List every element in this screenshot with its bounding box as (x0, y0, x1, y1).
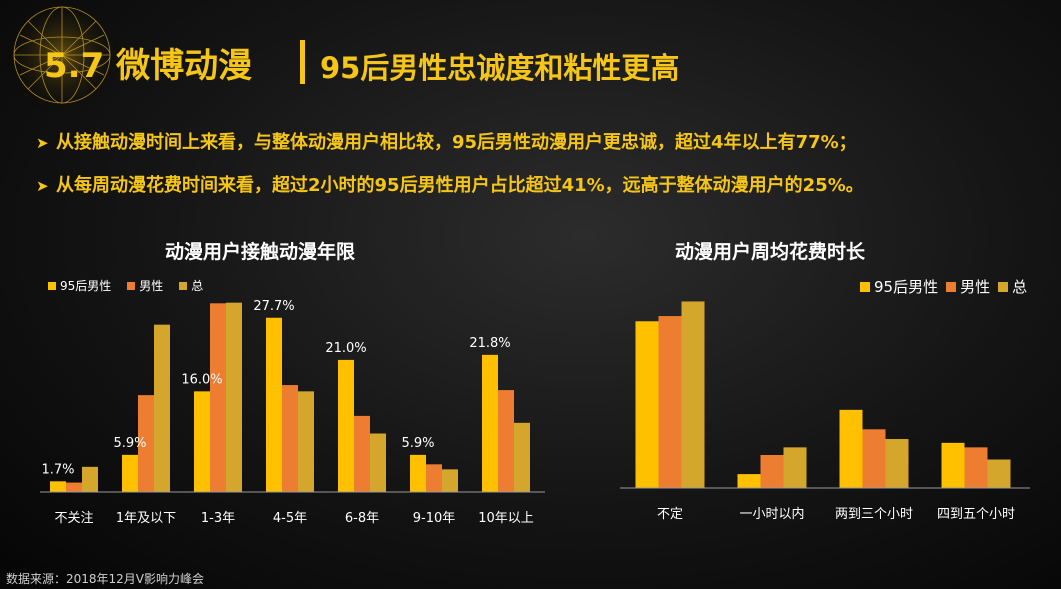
legend-label: 男性 (139, 279, 164, 293)
x-tick-label: 1-3年 (201, 511, 235, 526)
bar (410, 454, 426, 492)
legend-swatch (48, 281, 56, 290)
bar (354, 415, 370, 492)
bar (941, 442, 965, 488)
chart-title-years: 动漫用户接触动漫年限 (165, 241, 356, 263)
bar (442, 469, 458, 492)
data-label: 16.0% (181, 372, 222, 387)
bullet-arrow-icon: ➤ (36, 134, 49, 152)
page-title: 95后男性忠诚度和粘性更高 (320, 51, 680, 85)
legend-swatch (127, 281, 136, 290)
legend-swatch (860, 281, 870, 292)
x-tick-label: 两到三个小时 (835, 507, 913, 522)
bar (514, 422, 530, 492)
legend-item: 95后男性 (860, 276, 938, 297)
x-tick-label: 4-5年 (273, 511, 307, 526)
bar (498, 390, 514, 492)
bar (885, 439, 909, 488)
bullet-item: ➤ 从每周动漫花费时间来看，超过2小时的95后男性用户占比超过41%，远高于整体动… (36, 171, 864, 197)
bar (266, 317, 282, 492)
x-tick-label: 9-10年 (413, 511, 456, 526)
bar (964, 447, 988, 488)
data-label: 1.7% (41, 462, 74, 477)
data-label: 21.0% (325, 341, 366, 356)
x-tick-label: 一小时以内 (739, 506, 804, 522)
legend-label: 95后男性 (60, 279, 112, 293)
bar (783, 447, 807, 488)
bar (635, 321, 659, 488)
bar (658, 316, 682, 488)
globe-logo-icon (2, 0, 122, 115)
bar (50, 481, 66, 492)
bar (338, 359, 354, 492)
bar (681, 301, 705, 488)
legend-item: 男性 (127, 277, 163, 294)
legend-item: 男性 (946, 276, 990, 297)
bar (839, 409, 863, 488)
bar (226, 302, 242, 492)
bar (737, 474, 761, 488)
bar (210, 303, 226, 492)
bar (66, 482, 82, 492)
x-tick-label: 1年及以下 (116, 511, 176, 526)
x-tick-label: 6-8年 (345, 511, 379, 526)
bar (138, 395, 154, 492)
bar (426, 464, 442, 492)
x-tick-label: 不定 (657, 507, 683, 522)
legend-years: 95后男性 男性 总 (48, 277, 219, 294)
legend-item: 总 (179, 277, 203, 294)
legend-label: 总 (191, 279, 204, 293)
x-tick-label: 四到五个小时 (937, 507, 1015, 522)
bullet-item: ➤ 从接触动漫时间上来看，与整体动漫用户相比较，95后男性动漫用户更忠诚，超过4年… (36, 128, 857, 154)
legend-weekly: 95后男性 男性 总 (860, 276, 1035, 297)
bar (482, 354, 498, 492)
section-title: 5.7 微博动漫 (44, 46, 253, 86)
bar (82, 466, 98, 492)
data-label: 27.7% (253, 299, 294, 314)
title-divider (300, 40, 305, 84)
legend-item: 95后男性 (48, 277, 111, 294)
legend-label: 95后男性 (874, 278, 939, 296)
bar (282, 385, 298, 492)
bullet-text: 从每周动漫花费时间来看，超过2小时的95后男性用户占比超过41%，远高于整体动漫… (56, 175, 864, 196)
bullet-text: 从接触动漫时间上来看，与整体动漫用户相比较，95后男性动漫用户更忠诚，超过4年以… (56, 132, 857, 153)
legend-swatch (998, 281, 1009, 292)
x-tick-label: 不关注 (54, 511, 93, 526)
bar (760, 455, 784, 488)
bar (194, 391, 210, 492)
bar (862, 429, 886, 488)
legend-swatch (179, 281, 188, 290)
legend-item: 总 (998, 276, 1027, 297)
data-label: 21.8% (469, 336, 510, 351)
data-label: 5.9% (113, 436, 146, 451)
legend-label: 男性 (960, 278, 991, 296)
data-label: 5.9% (401, 436, 434, 451)
bar (987, 459, 1011, 488)
chart-title-weekly: 动漫用户周均花费时长 (675, 241, 866, 263)
legend-label: 总 (1012, 278, 1028, 296)
bar (298, 391, 314, 492)
bullet-arrow-icon: ➤ (36, 177, 49, 195)
data-source-note: 数据来源：2018年12月V影响力峰会 (6, 572, 205, 586)
legend-swatch (946, 281, 957, 292)
bar (122, 454, 138, 492)
x-tick-label: 10年以上 (478, 511, 534, 526)
bar (154, 324, 170, 492)
bar (370, 433, 386, 492)
